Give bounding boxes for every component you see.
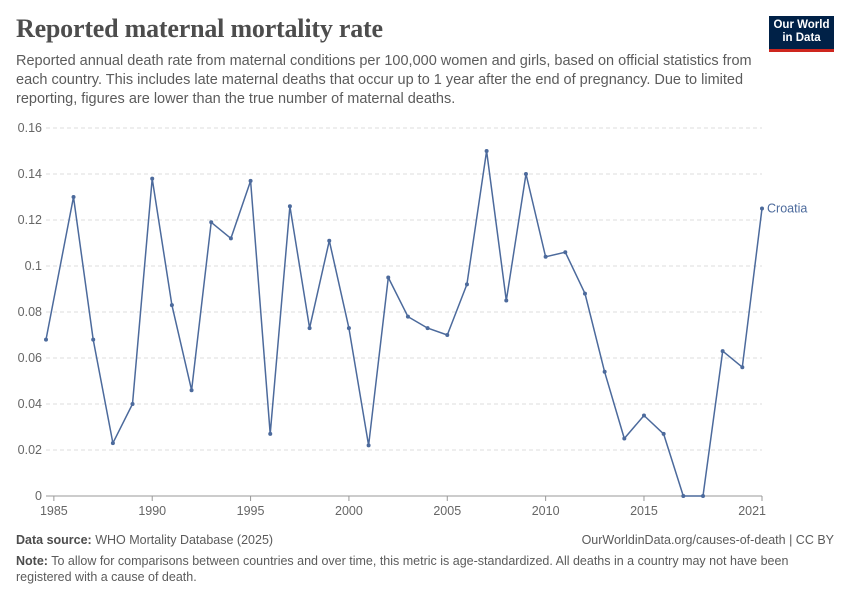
y-tick-label: 0.16	[18, 121, 42, 135]
x-tick-label: 2010	[532, 504, 560, 518]
x-tick-label: 1990	[138, 504, 166, 518]
data-point	[484, 149, 489, 153]
series-line	[45, 150, 763, 497]
y-tick-label: 0.04	[18, 397, 42, 411]
data-point	[405, 314, 410, 319]
data-point	[504, 298, 509, 303]
data-point	[327, 238, 332, 243]
y-tick-label: 0.02	[18, 443, 42, 457]
data-point	[366, 443, 371, 448]
chart-subtitle: Reported annual death rate from maternal…	[16, 53, 752, 107]
x-tick-label: 2005	[433, 504, 461, 518]
data-point	[543, 254, 548, 259]
license-link[interactable]: OurWorldinData.org/causes-of-death | CC …	[581, 533, 834, 547]
data-point	[169, 303, 174, 308]
x-tick-label: 2000	[335, 504, 363, 518]
data-point	[681, 494, 686, 498]
data-point	[346, 326, 351, 331]
data-point	[150, 176, 155, 181]
data-point	[700, 494, 705, 498]
chart-note: Note: To allow for comparisons between c…	[16, 553, 816, 585]
y-tick-label: 0.12	[18, 213, 42, 227]
data-point	[582, 291, 587, 296]
data-point	[622, 436, 627, 441]
series-label: Croatia	[767, 202, 807, 216]
line-chart: 0 0.02 0.04 0.06 0.08 0.1 0.12 0.14 0.16 1985 199…	[18, 121, 808, 518]
y-tick-label: 0.08	[18, 305, 42, 319]
data-point	[71, 195, 76, 199]
data-point	[740, 365, 745, 370]
data-point	[523, 172, 528, 176]
y-tick-label: 0.14	[18, 167, 42, 181]
x-axis: 1985 1990 1995 2000 2005 2010 2015 2021	[40, 495, 766, 518]
data-point	[641, 413, 646, 418]
data-point	[445, 333, 450, 337]
x-tick-label: 1995	[237, 504, 265, 518]
data-point	[228, 236, 233, 241]
data-point	[209, 220, 214, 225]
data-source-text: WHO Mortality Database (2025)	[95, 533, 274, 547]
y-axis-ticks: 0 0.02 0.04 0.06 0.08 0.1 0.12 0.14 0.16	[18, 121, 42, 503]
data-source: Data source: WHO Mortality Database (202…	[16, 533, 273, 547]
note-label: Note:	[16, 554, 48, 568]
x-tick-label: 2021	[738, 504, 766, 518]
x-tick-label: 1985	[40, 504, 68, 518]
logo-line-1: Our World	[773, 19, 830, 31]
series-layer: Croatia	[44, 149, 807, 498]
data-point	[248, 178, 253, 183]
owid-logo[interactable]: Our World in Data	[769, 16, 834, 52]
data-point	[425, 326, 430, 331]
chart-title: Reported maternal mortality rate	[16, 14, 383, 43]
data-point	[602, 369, 607, 374]
logo-line-2: in Data	[782, 32, 821, 44]
y-tick-label: 0.1	[25, 259, 42, 273]
data-point	[760, 206, 764, 211]
x-tick-label: 2015	[630, 504, 658, 518]
data-point	[563, 250, 568, 255]
data-point	[91, 337, 96, 342]
data-point	[130, 402, 135, 406]
data-point	[661, 431, 666, 436]
data-point	[307, 326, 312, 331]
data-point	[386, 275, 391, 280]
data-point	[464, 282, 469, 287]
data-point	[110, 441, 115, 446]
data-source-label: Data source:	[16, 533, 92, 547]
note-text: To allow for comparisons between countri…	[16, 554, 789, 584]
data-point	[720, 349, 725, 354]
gridlines	[46, 127, 762, 451]
data-point	[287, 204, 292, 209]
data-point	[44, 337, 48, 342]
data-point	[189, 388, 194, 393]
data-point	[268, 431, 273, 436]
y-tick-label: 0.06	[18, 351, 42, 365]
y-tick-label: 0	[35, 489, 42, 503]
